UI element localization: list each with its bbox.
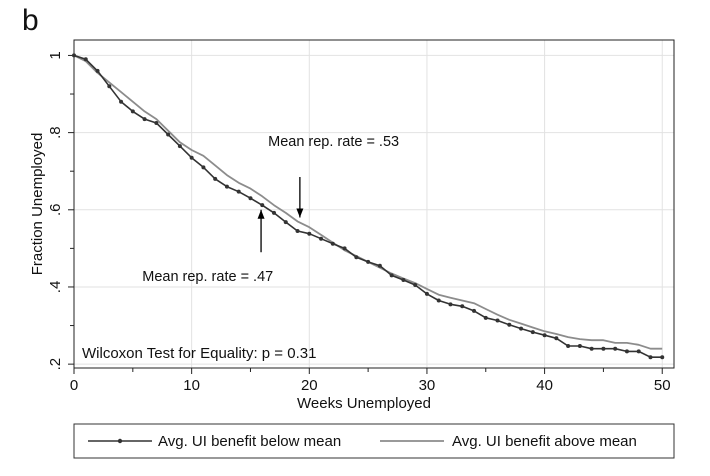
- series-below-mean-point: [424, 291, 429, 296]
- series-below-mean-point: [436, 298, 441, 303]
- x-tick-label: 0: [70, 377, 78, 394]
- series-below-mean-point: [83, 57, 88, 62]
- series-below-mean-point: [213, 176, 218, 181]
- y-tick-label: .6: [47, 204, 64, 217]
- series-below-mean-point: [72, 53, 76, 58]
- series-below-mean-point: [224, 184, 229, 189]
- y-axis-label: Fraction Unemployed: [29, 133, 46, 276]
- annotation-label: Mean rep. rate = .47: [142, 269, 273, 285]
- series-below-mean-point: [154, 120, 159, 125]
- series-below-mean-point: [189, 155, 194, 160]
- series-below-mean-point: [542, 333, 547, 338]
- series-below-mean-point: [648, 355, 653, 360]
- x-tick-label: 50: [654, 377, 671, 394]
- series-below-mean-point: [342, 246, 347, 251]
- series-below-mean-point: [307, 231, 312, 236]
- series-below-mean-point: [377, 263, 382, 268]
- annotations: Mean rep. rate = .53 Mean rep. rate = .47: [142, 134, 399, 285]
- x-tick-label: 30: [419, 377, 436, 394]
- series-below-mean-point: [601, 346, 606, 351]
- panel-letter: b: [22, 4, 39, 37]
- series-below-mean-point: [530, 330, 535, 335]
- legend-label-above-mean: Avg. UI benefit above mean: [452, 433, 637, 450]
- series-below-mean-point: [142, 117, 147, 122]
- legend-swatch-marker: [117, 438, 123, 444]
- annotation-label: Mean rep. rate = .53: [268, 134, 399, 150]
- series-below-mean-point: [283, 220, 288, 225]
- plot-frame: [73, 39, 675, 369]
- series-below-mean-point: [413, 283, 418, 288]
- x-tick-label: 10: [183, 377, 200, 394]
- series-below-mean-point: [577, 344, 582, 349]
- annotation-arrow-head: [257, 209, 265, 219]
- x-tick-label: 20: [301, 377, 318, 394]
- series-below-mean-point: [554, 336, 559, 341]
- series-below-mean-point: [236, 189, 241, 194]
- series-below-mean-point: [130, 109, 135, 114]
- series-below-mean-point: [166, 132, 171, 137]
- series-below-mean-point: [519, 326, 524, 331]
- series-group: [72, 53, 665, 360]
- x-axis-label: Weeks Unemployed: [297, 395, 431, 412]
- series-below-mean-point: [483, 315, 488, 320]
- x-tick-label: 40: [536, 377, 553, 394]
- legend: Avg. UI benefit below mean Avg. UI benefi…: [73, 423, 675, 459]
- y-tick-label: 1: [47, 51, 64, 59]
- series-below-mean-point: [95, 68, 100, 73]
- y-tick-label: .2: [47, 358, 64, 371]
- legend-box: [73, 423, 675, 459]
- series-below-mean-point: [272, 210, 276, 215]
- x-axis: 0 10 20 30 40 50: [70, 368, 671, 394]
- series-below-mean-point: [107, 84, 112, 89]
- series-below-mean-point: [295, 229, 300, 234]
- series-below-mean-point: [330, 241, 335, 246]
- series-below-mean-point: [495, 318, 500, 323]
- series-below-mean-point: [589, 346, 594, 351]
- series-below-mean-point: [624, 349, 629, 354]
- annotation-arrow-head: [296, 208, 304, 218]
- series-below-mean-point: [636, 349, 641, 354]
- grid-lines: [73, 40, 674, 368]
- series-below-mean-point: [389, 273, 394, 278]
- series-below-mean-point: [507, 322, 512, 327]
- series-below-mean-point: [201, 165, 206, 170]
- wilcoxon-note: Wilcoxon Test for Equality: p = 0.31: [82, 345, 316, 362]
- series-below-mean-point: [448, 302, 453, 307]
- y-tick-label: .4: [47, 281, 64, 294]
- series-above-mean-line: [73, 54, 663, 350]
- series-below-mean-point: [472, 308, 476, 313]
- series-below-mean-point: [566, 344, 571, 349]
- series-below-mean-point: [119, 99, 124, 104]
- series-below-mean-point: [401, 278, 406, 283]
- series-below-mean-point: [354, 255, 359, 260]
- series-below-mean-point: [177, 144, 182, 149]
- series-below-mean-point: [613, 346, 618, 351]
- series-below-mean-point: [260, 203, 265, 208]
- series-below-mean-point: [660, 355, 665, 360]
- series-below-mean-point: [248, 196, 253, 201]
- series-below-mean-point: [460, 304, 465, 309]
- series-below-mean-point: [366, 259, 371, 264]
- y-tick-label: .8: [47, 126, 64, 139]
- series-below-mean-line: [73, 54, 663, 359]
- series-below-mean-point: [319, 236, 324, 241]
- legend-label-below-mean: Avg. UI benefit below mean: [158, 433, 341, 450]
- y-axis: .2 .4 .6 .8 1: [47, 51, 74, 370]
